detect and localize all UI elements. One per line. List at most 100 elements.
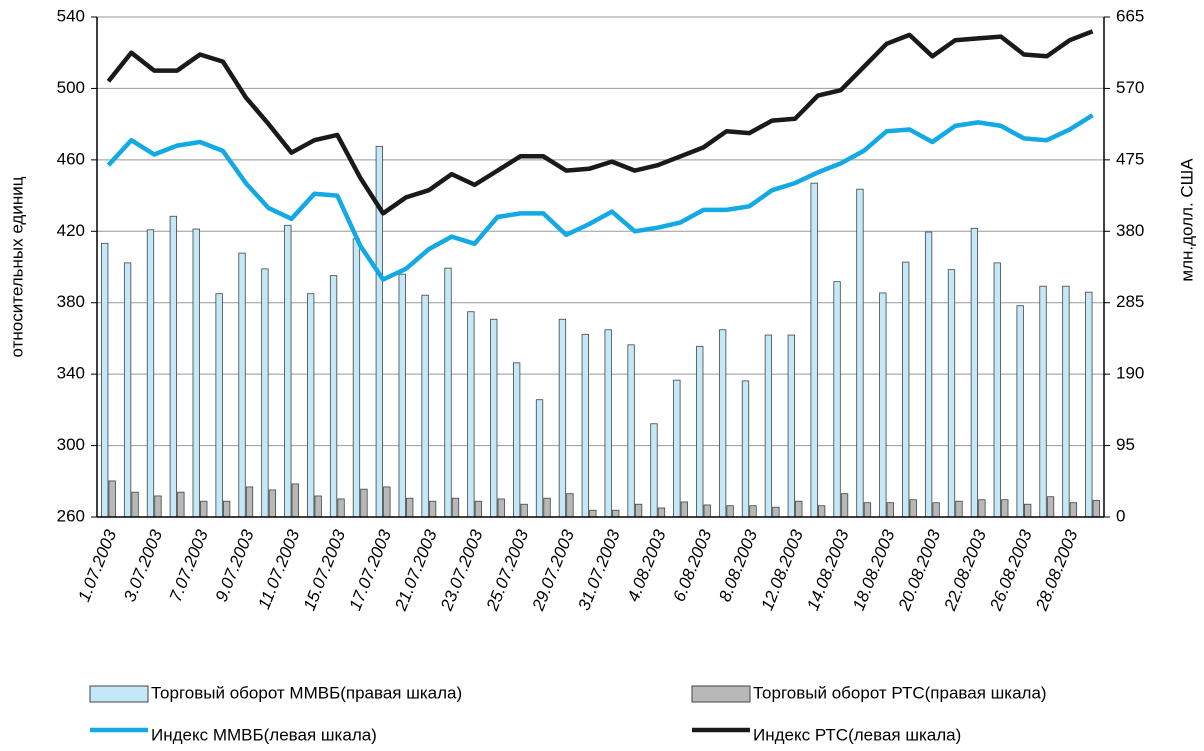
bar: [970, 227, 979, 518]
y2-tick-label: 665: [1116, 6, 1144, 25]
legend-label: Индекс ММВБ(левая шкала): [151, 725, 377, 744]
bar: [657, 507, 666, 518]
bar: [520, 503, 528, 518]
bar: [543, 497, 551, 518]
line: [106, 113, 1094, 282]
bar: [467, 311, 475, 518]
bar: [955, 500, 963, 518]
bar: [1001, 499, 1009, 518]
bar: [1085, 291, 1093, 518]
bar: [337, 498, 345, 518]
y-tick-label: 340: [57, 364, 85, 383]
bar: [512, 362, 521, 518]
bar: [444, 267, 452, 518]
bar: [627, 344, 635, 518]
bar: [932, 502, 940, 518]
bar: [352, 238, 361, 518]
y2-tick-label: 570: [1116, 78, 1144, 97]
bar: [818, 505, 826, 518]
bar: [650, 423, 658, 518]
bar: [268, 489, 277, 518]
bar: [261, 268, 269, 518]
bar: [421, 294, 429, 518]
bar: [428, 500, 437, 518]
bar: [909, 499, 917, 518]
bar: [696, 345, 704, 518]
bar: [947, 269, 956, 518]
legend-swatch: [89, 685, 149, 703]
bar: [840, 493, 849, 518]
x-tick-label: 15.07.2003: [300, 527, 350, 614]
bar: [360, 488, 368, 518]
bar: [1023, 503, 1032, 518]
bar: [924, 231, 933, 518]
bar: [200, 500, 208, 518]
legend-label: Торговый оборот РТС(правая шкала): [753, 683, 1047, 702]
x-tick-label: 14.08.2003: [803, 527, 853, 614]
bar: [612, 509, 620, 518]
bar: [856, 188, 864, 518]
bar: [604, 329, 612, 518]
bar: [291, 483, 299, 518]
x-tick-label: 6.08.2003: [669, 527, 715, 605]
x-tick-label: 12.08.2003: [757, 527, 807, 614]
bar: [1016, 305, 1024, 518]
x-tick-label: 9.07.2003: [212, 527, 258, 605]
bar: [886, 502, 894, 518]
bar: [192, 228, 200, 518]
bar: [1046, 496, 1055, 518]
y2-axis-label: млн.долл. США: [1177, 158, 1196, 282]
bar: [863, 502, 872, 518]
bar: [718, 329, 727, 518]
bar: [558, 318, 567, 518]
y2-tick-label: 285: [1116, 292, 1144, 311]
bar: [879, 292, 887, 518]
legend-label: Индекс РТС(левая шкала): [753, 725, 961, 744]
x-tick-label: 22.08.2003: [940, 527, 990, 614]
x-tick-label: 29.07.2003: [528, 527, 578, 614]
x-tick-label: 3.07.2003: [120, 527, 166, 605]
y2-tick-label: 190: [1116, 364, 1144, 383]
bar: [1039, 285, 1047, 518]
bar: [146, 229, 155, 518]
x-tick-label: 17.07.2003: [345, 527, 395, 614]
bar: [222, 500, 231, 518]
bar: [451, 497, 460, 518]
bar: [978, 499, 986, 518]
y-tick-label: 420: [57, 221, 85, 240]
x-tick-label: 28.08.2003: [1032, 527, 1082, 614]
y-tick-label: 540: [57, 6, 85, 25]
bar: [314, 495, 322, 518]
bar: [497, 498, 505, 518]
x-tick-label: 18.08.2003: [849, 527, 899, 614]
bar: [215, 293, 223, 518]
bar: [490, 318, 498, 518]
bar: [1062, 285, 1070, 518]
bar: [589, 509, 597, 518]
y2-tick-label: 475: [1116, 149, 1144, 168]
bar: [680, 501, 689, 518]
bar: [1069, 502, 1078, 518]
bar: [398, 273, 406, 518]
y-tick-label: 460: [57, 149, 85, 168]
bar: [329, 275, 338, 518]
x-tick-label: 11.07.2003: [254, 527, 303, 612]
x-tick-label: 1.07.2003: [74, 527, 120, 605]
bar: [741, 380, 750, 518]
bar: [177, 491, 185, 518]
bar: [154, 495, 162, 518]
bar: [634, 503, 643, 518]
y-axis-label: относительных единиц: [7, 176, 26, 357]
bar: [108, 480, 116, 518]
x-tick-label: 20.08.2003: [894, 527, 944, 614]
x-tick-label: 25.07.2003: [482, 527, 532, 614]
y-tick-label: 300: [57, 435, 85, 454]
bar: [131, 491, 139, 518]
x-tick-label: 7.07.2003: [166, 527, 212, 605]
bar: [581, 333, 589, 518]
bar: [101, 242, 109, 518]
bar: [795, 500, 803, 518]
y-tick-label: 260: [57, 506, 85, 525]
x-tick-label: 4.08.2003: [624, 527, 670, 605]
